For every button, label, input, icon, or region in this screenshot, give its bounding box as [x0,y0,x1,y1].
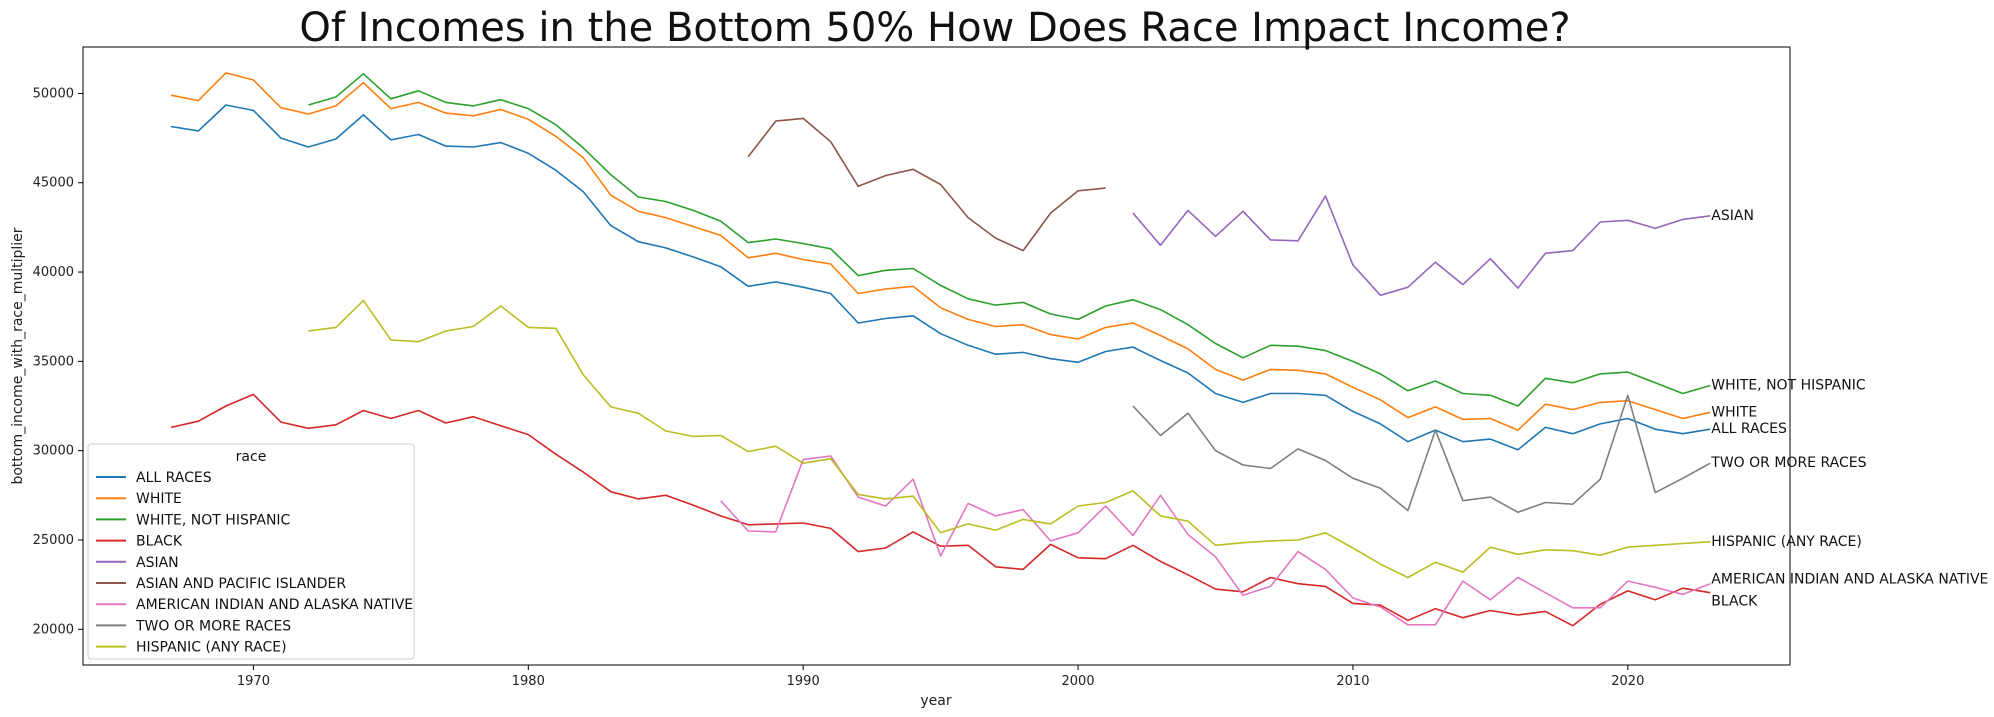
legend-box [87,443,415,660]
y-tick-label: 45000 [33,176,74,191]
x-tick-label: 1970 [237,674,270,689]
legend-entry-hispanic-any-race: HISPANIC (ANY RACE) [136,640,287,656]
series-line-white [170,72,1711,431]
legend-entry-black: BLACK [136,534,183,550]
y-tick-label: 50000 [33,86,74,101]
end-label-black: BLACK [1711,594,1758,610]
series-line-white-not-hispanic [308,73,1711,407]
x-tick-label: 2010 [1336,674,1369,689]
legend-entry-american-indian-and-alaska-native: AMERICAN INDIAN AND ALASKA NATIVE [136,597,413,613]
legend-entry-asian-and-pacific-islander: ASIAN AND PACIFIC ISLANDER [136,576,346,592]
legend-entry-white: WHITE [136,491,182,507]
x-axis: 1970 1980 1990 2000 2010 2020 [237,665,1644,689]
y-tick-label: 25000 [33,533,74,548]
y-tick-label: 30000 [33,444,74,459]
series-line-asian-and-pacific-islander [747,117,1106,252]
legend: race ALL RACES WHITE WHITE, NOT HISPANIC BL… [87,443,415,660]
x-tick-label: 1990 [787,674,820,689]
x-tick-label: 1980 [512,674,545,689]
end-label-two-or-more-races: TWO OR MORE RACES [1710,455,1866,471]
end-label-all-races: ALL RACES [1711,421,1787,437]
series-layer [170,72,1711,627]
legend-title: race [236,449,267,465]
series-line-hispanic-any-race [308,299,1711,579]
end-label-white: WHITE [1711,404,1757,420]
y-axis-label: bottom_income_with_race_multiplier [10,227,26,484]
end-label-hispanic-any-race: HISPANIC (ANY RACE) [1711,534,1862,550]
series-line-asian [1132,195,1711,297]
chart-title: Of Incomes in the Bottom 50% How Does Ra… [299,5,1570,51]
series-line-american-indian-and-alaska-native [720,455,1711,626]
legend-entry-white-not-hispanic: WHITE, NOT HISPANIC [136,512,291,528]
series-line-all-races [170,104,1711,451]
plot-frame [82,46,1791,666]
legend-entry-two-or-more-races: TWO OR MORE RACES [135,618,291,634]
legend-entry-asian: ASIAN [136,555,179,571]
legend-entry-all-races: ALL RACES [136,470,212,486]
x-tick-label: 2020 [1611,674,1644,689]
x-tick-label: 2000 [1062,674,1095,689]
y-axis: 20000 25000 30000 35000 40000 45000 50000 [33,86,83,637]
x-axis-label: year [920,693,951,709]
end-label-asian: ASIAN [1711,208,1754,224]
y-tick-label: 35000 [33,354,74,369]
y-tick-label: 40000 [33,265,74,280]
series-line-two-or-more-races [1132,394,1711,514]
end-label-white-not-hispanic: WHITE, NOT HISPANIC [1711,377,1866,393]
y-tick-label: 20000 [33,622,74,637]
end-label-american-indian-and-alaska-native: AMERICAN INDIAN AND ALASKA NATIVE [1711,572,1988,588]
